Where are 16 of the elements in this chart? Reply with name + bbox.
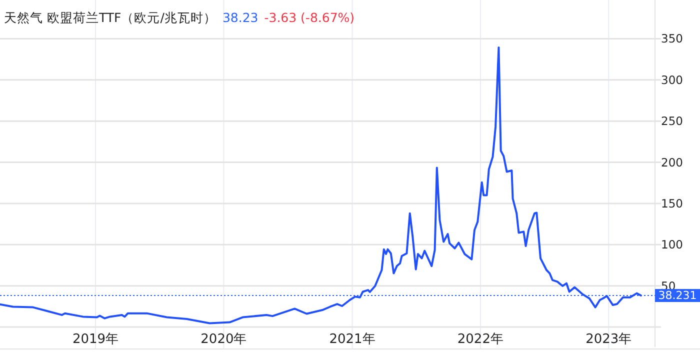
y-tick-label: 350 (661, 32, 683, 46)
y-tick-label: 250 (661, 114, 683, 128)
y-tick-label: 100 (661, 238, 683, 252)
y-tick-label: 200 (661, 155, 683, 170)
annotation: -3.63 (-8.67%) (264, 10, 355, 25)
x-tick-label: 2019年 (72, 332, 119, 347)
y-tick-label: 300 (661, 72, 683, 87)
text: 天然气 欧盟荷兰TTF（欧元/兆瓦时） (4, 10, 216, 25)
x-tick-label: 2023年 (586, 332, 632, 347)
annotation: 38.23 (222, 10, 258, 25)
y-tick-label: 150 (661, 196, 683, 210)
x-tick-label: 2020年 (200, 332, 247, 347)
line-series (0, 46, 642, 324)
x-tick-label: 2021年 (329, 332, 376, 347)
x-tick-label: 2022年 (457, 332, 504, 347)
ref-line-label: 38.231 (658, 289, 697, 302)
